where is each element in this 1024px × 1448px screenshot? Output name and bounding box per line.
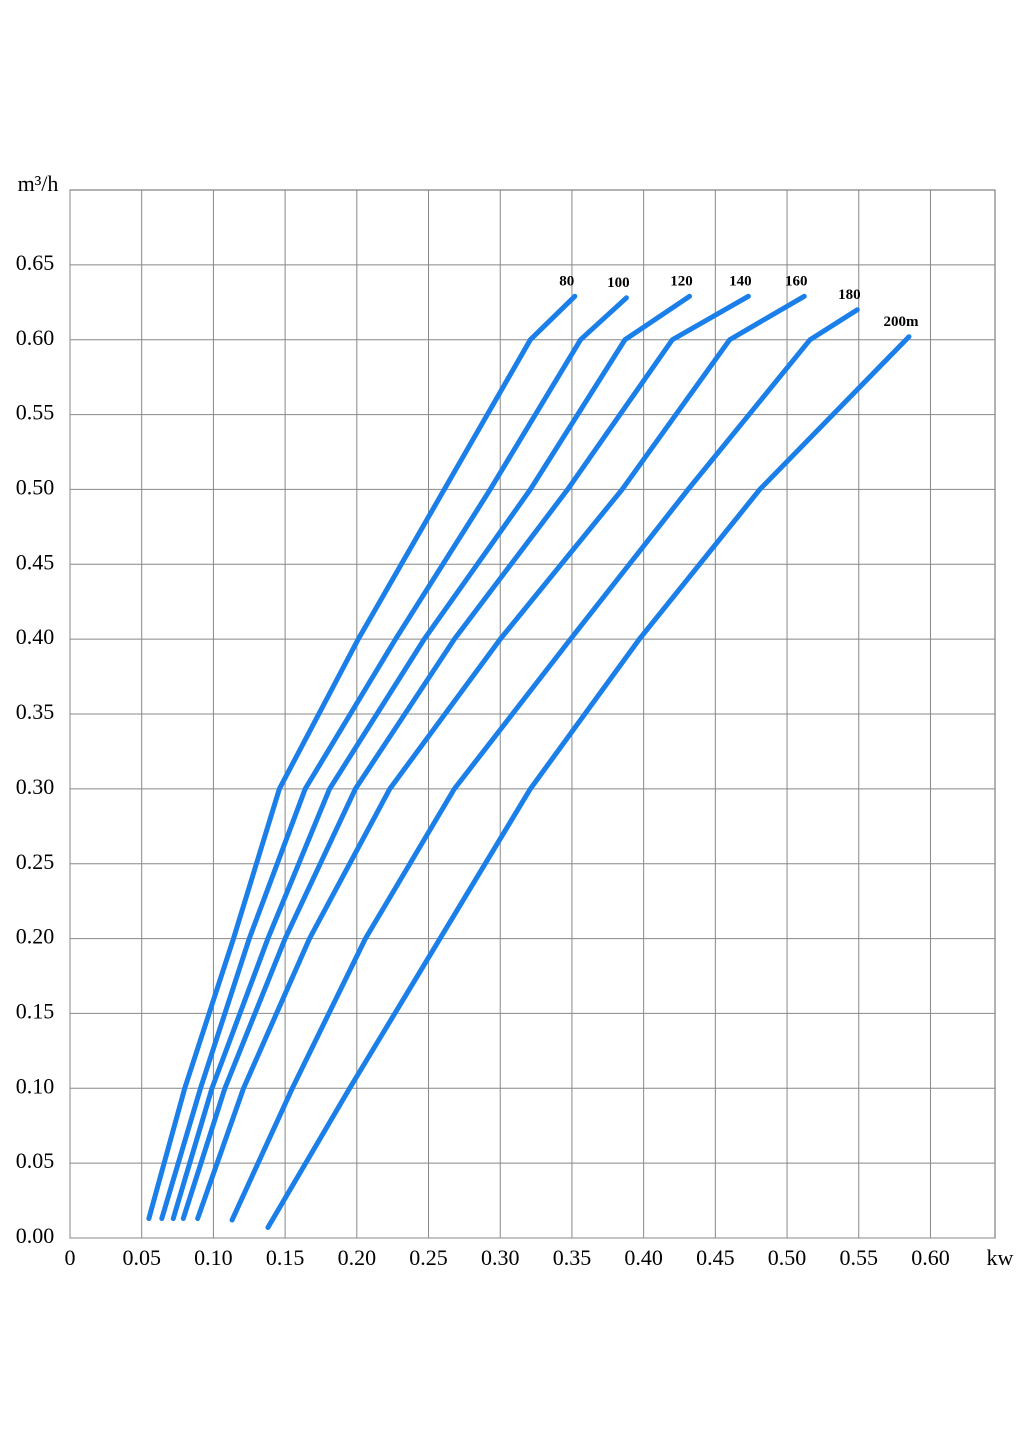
- x-axis-label: kw: [987, 1245, 1014, 1270]
- x-tick-label: 0.50: [768, 1245, 807, 1270]
- x-tick-label: 0.45: [696, 1245, 735, 1270]
- data-line: [180, 293, 751, 1222]
- x-tick-label: 0.15: [266, 1245, 305, 1270]
- series-label: 100: [607, 275, 630, 291]
- y-tick-label: 0.05: [16, 1148, 55, 1173]
- x-tick-label: 0.40: [624, 1245, 663, 1270]
- x-tick-label: 0.10: [194, 1245, 233, 1270]
- y-tick-label: 0.60: [16, 325, 55, 350]
- series-label: 140: [729, 274, 752, 290]
- y-tick-label: 0.40: [16, 624, 55, 649]
- data-line: [265, 334, 912, 1231]
- y-tick-label: 0.20: [16, 924, 55, 949]
- x-tick-label: 0.35: [553, 1245, 592, 1270]
- y-tick-label: 0.10: [16, 1073, 55, 1098]
- y-tick-label: 0.35: [16, 699, 55, 724]
- y-tick-label: 0.15: [16, 998, 55, 1023]
- x-tick-label: 0.55: [840, 1245, 879, 1270]
- data-line: [146, 293, 578, 1222]
- x-tick-label: 0.25: [409, 1245, 448, 1270]
- series-label: 180: [838, 287, 861, 303]
- x-tick-label: 0.30: [481, 1245, 520, 1270]
- data-line: [170, 293, 693, 1222]
- y-tick-label: 0.45: [16, 549, 55, 574]
- series-label: 120: [670, 274, 693, 290]
- x-tick-label: 0.20: [338, 1245, 377, 1270]
- y-tick-label: 0.25: [16, 849, 55, 874]
- y-tick-label: 0.50: [16, 474, 55, 499]
- data-line: [159, 295, 629, 1222]
- series-label: 160: [785, 274, 808, 290]
- data-line: [195, 293, 807, 1222]
- series-label: 80: [559, 274, 574, 290]
- y-axis-label: m³/h: [18, 171, 59, 196]
- x-tick-label: 0: [65, 1245, 76, 1270]
- y-tick-label: 0.00: [16, 1223, 55, 1248]
- x-tick-label: 0.60: [911, 1245, 950, 1270]
- y-tick-label: 0.55: [16, 400, 55, 425]
- x-tick-label: 0.05: [122, 1245, 161, 1270]
- data-line: [229, 307, 860, 1223]
- series-label: 200m: [883, 314, 919, 330]
- y-tick-label: 0.65: [16, 250, 55, 275]
- y-tick-label: 0.30: [16, 774, 55, 799]
